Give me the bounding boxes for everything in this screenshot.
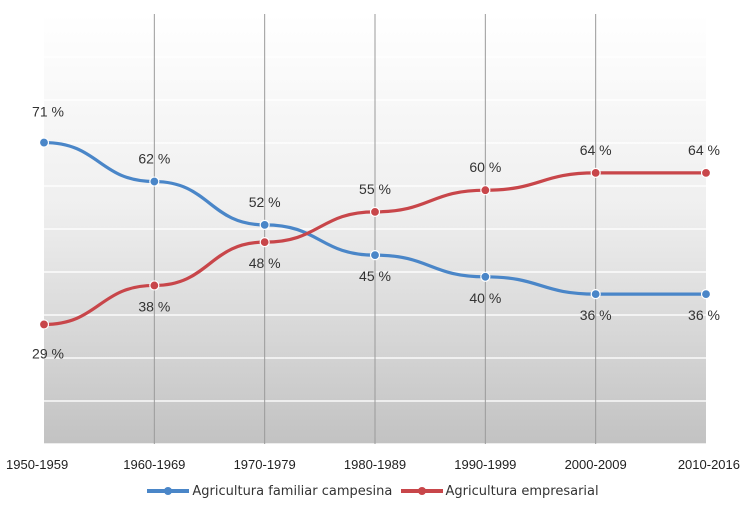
legend-item-empresarial: Agricultura empresarial [400,483,599,499]
data-label: 55 % [359,181,391,197]
data-label: 62 % [138,151,170,167]
legend-label-empresarial: Agricultura empresarial [445,483,599,499]
data-point [369,250,381,261]
data-point [259,237,270,248]
x-tick-label: 1950-1959 [6,457,68,472]
legend-swatch-familiar [147,487,190,495]
data-point [38,137,50,148]
data-point [480,271,491,282]
legend-label-familiar: Agricultura familiar campesina [192,483,393,499]
data-label: 71 % [32,104,64,120]
data-point [700,167,712,178]
data-label: 38 % [138,298,170,314]
data-label: 64 % [580,142,612,158]
data-label: 29 % [32,345,64,361]
data-point [149,176,160,187]
legend-swatch-empresarial [400,487,443,495]
line-chart: 71 % 62 % 52 % 45 % 40 % 36 % 36 % 29 % 38 % 48 %… [6,14,740,472]
x-tick-label: 1990-1999 [454,457,516,472]
data-label: 52 % [249,194,281,210]
data-point [480,185,491,196]
data-point [149,280,160,291]
data-point [38,319,50,330]
data-point [259,219,270,230]
x-tick-label: 1980-1989 [344,457,406,472]
data-label: 64 % [688,142,720,158]
data-point [369,206,381,217]
data-label: 40 % [469,290,501,306]
x-tick-label: 1970-1979 [234,457,296,472]
x-tick-label: 1960-1969 [123,457,185,472]
x-tick-label: 2010-2016 [678,457,740,472]
data-label: 36 % [580,307,612,323]
data-point [590,289,601,300]
data-point [700,289,712,300]
data-label: 60 % [469,159,501,175]
data-label: 45 % [359,268,391,284]
data-label: 36 % [688,307,720,323]
data-label: 48 % [249,255,281,271]
x-tick-label: 2000-2009 [565,457,627,472]
data-point [590,167,601,178]
legend-item-familiar: Agricultura familiar campesina [147,484,392,499]
legend: Agricultura familiar campesina Agricultu… [0,482,746,499]
